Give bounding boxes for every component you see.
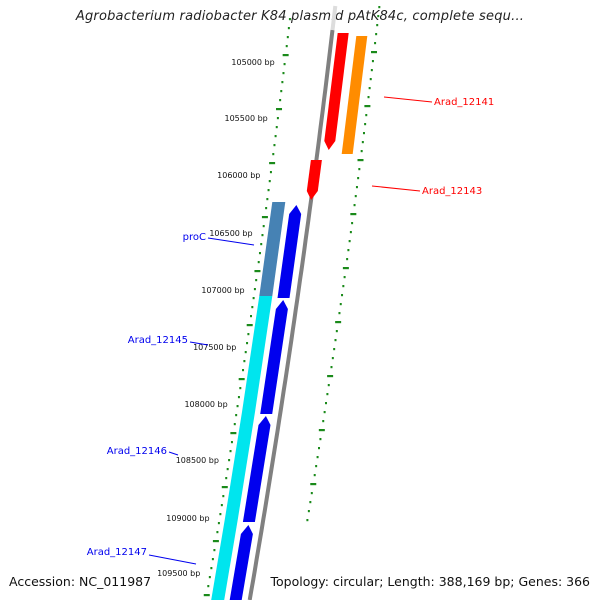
gene-arad-12146-cyan [224,412,255,520]
cds-arad-12141-red [324,33,349,150]
gc-dotted-tracks [203,6,381,597]
gene-leader-line [383,96,433,103]
scale-tick-label: 109000 bp [166,514,209,523]
scale-tick-label: 106000 bp [217,171,260,180]
scale-tick-label: 108500 bp [176,456,219,465]
backbone-fade [330,5,338,31]
accession-text: Accession: NC_011987 [9,574,152,589]
gene-leader-line [207,237,255,246]
gene-label-arad-12141[interactable]: Arad_12141 [434,97,494,108]
gene-leader-line [189,341,209,346]
gc-dots-inner [203,18,291,597]
gene-proC-steelblue [259,202,286,296]
backbone-track [247,5,338,600]
gene-arad-12145-cyan [242,296,273,412]
cds-arad-12145-blue [260,300,288,414]
gene-label-arad-12143[interactable]: Arad_12143 [422,186,482,197]
scale-tick-label: 107000 bp [201,286,244,295]
scale-tick-label: 107500 bp [193,343,236,352]
scale-tick-label: 108000 bp [184,400,227,409]
cds-arad-12147-blue [229,525,253,600]
scale-tick-label: 105500 bp [225,114,268,123]
summary-text: Topology: circular; Length: 388,169 bp; … [270,574,591,589]
scale-ticks: 105000 bp 105500 bp 106000 bp 106500 bp 1070… [157,58,275,578]
scale-tick-label: 106500 bp [209,229,252,238]
gc-dots-outer [306,6,381,522]
feature-track [211,33,368,600]
scale-tick-label: 109500 bp [157,569,200,578]
gene-label-arad-12146[interactable]: Arad_12146 [107,446,167,457]
scale-tick-label: 105000 bp [231,58,274,67]
gene-labels: Arad_12141 Arad_12143 proC Arad_12145 Arad_1… [87,96,494,565]
backbone-line [247,29,335,600]
cds-arad-12143-red [306,160,322,200]
cds-proC-blue [277,205,302,298]
gene-label-arad-12147[interactable]: Arad_12147 [87,547,147,558]
gene-leader-line [148,554,197,565]
gene-label-proc[interactable]: proC [183,232,206,243]
gene-leader-line [371,185,421,192]
gene-arad-12147-cyan [211,520,238,600]
gene-leader-line [168,451,179,456]
gene-arad-12141-orange [341,36,368,154]
map-title: Agrobacterium radiobacter K84 plasmid pA… [75,9,525,24]
cds-arad-12146-blue [242,416,271,522]
gene-label-arad-12145[interactable]: Arad_12145 [128,335,188,346]
